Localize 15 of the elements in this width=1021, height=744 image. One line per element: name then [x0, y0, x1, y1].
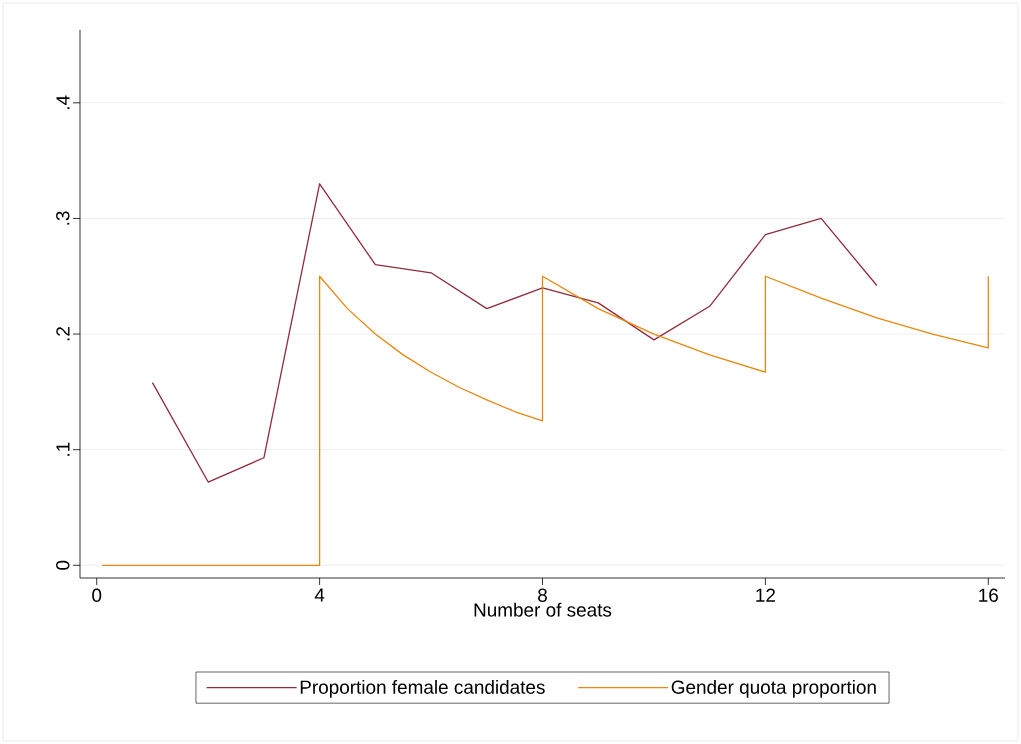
x-tick-label: 12: [756, 588, 775, 602]
line-series: [101, 275, 989, 566]
x-axis-title: Number of seats: [474, 602, 612, 617]
y-tick-label: .4: [56, 95, 70, 109]
x-tick-label: 0: [92, 588, 102, 602]
x-tick-label: 8: [538, 588, 547, 602]
y-tick-label: .2: [56, 327, 70, 341]
y-tick-label: .1: [56, 442, 70, 456]
legend-label: Proportion female candidates: [300, 679, 545, 698]
x-tick-label: 4: [314, 588, 325, 602]
x-tick-label: 16: [979, 588, 998, 602]
line-series: [151, 183, 878, 483]
legend-label: Gender quota proportion: [671, 679, 876, 698]
y-tick-label: 0: [56, 560, 70, 570]
y-tick-label: .3: [56, 211, 70, 225]
